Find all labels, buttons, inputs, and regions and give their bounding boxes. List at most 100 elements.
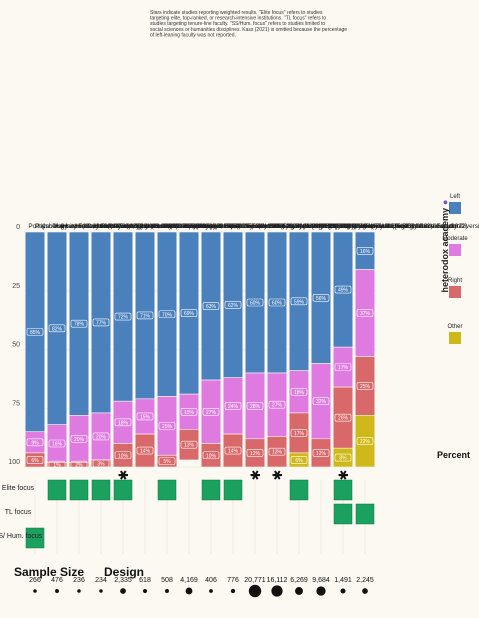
data-label-box (312, 293, 330, 302)
data-label-box (356, 382, 374, 390)
design-row-label: SS/ Hum. focus (0, 533, 43, 540)
data-label-box (202, 302, 220, 310)
bar-segment-other (354, 414, 376, 468)
data-label-moderate: 16% (52, 442, 63, 448)
data-label-right: 2% (75, 463, 83, 469)
data-label-right: 26% (338, 416, 349, 422)
study-label-line: (Florida Dept. of Education, 2022) (372, 223, 468, 230)
sample-size-dot (33, 589, 37, 593)
legend-label: Right (448, 278, 462, 284)
sample-size-value: 236 (73, 577, 85, 584)
sample-size-dot (77, 589, 81, 593)
sample-size-dot (271, 585, 283, 597)
bar-segment-right (200, 443, 222, 468)
data-label-box (26, 328, 44, 336)
data-label-box (224, 446, 242, 455)
design-cell-elite (223, 479, 243, 501)
data-label-left: 16% (360, 249, 371, 255)
data-label-box (312, 397, 330, 405)
design-cell-elite (289, 479, 309, 501)
data-label-box (180, 407, 198, 416)
data-label-box (92, 432, 110, 441)
study-label-line: (Eagan et al. [HERI], 2014) (280, 223, 357, 230)
axis-tick-label: 0 (16, 224, 20, 231)
design-row-label: TL focus (5, 509, 32, 516)
study-label-line: Harvard Faculty of Arts and Sciences 202… (54, 223, 198, 230)
bar-segment-other (332, 447, 354, 468)
data-label-box (136, 446, 154, 455)
sample-size-value: 234 (95, 577, 107, 584)
axis-tick-label: 100 (8, 459, 20, 466)
data-label-moderate: 20% (96, 434, 107, 440)
sample-size-dot (165, 589, 169, 593)
study-label-line: (Honeycutt et al. [FIRE], 2022) (346, 223, 432, 230)
data-label-moderate: 24% (228, 404, 239, 410)
data-label-box (26, 456, 44, 464)
percent-axis: 0 25 50 75 100 (8, 224, 20, 466)
data-label-box (290, 429, 308, 437)
data-label-box (268, 400, 286, 409)
study-label-line: Approach (189, 223, 217, 230)
data-label-left: 82% (52, 326, 63, 332)
data-label-box (48, 324, 66, 333)
legend-swatch-left (449, 202, 461, 214)
design-cell-elite (157, 479, 177, 501)
study-label-line: The HERI Faculty Survey 2016-2017 (252, 223, 357, 230)
data-label-box (246, 402, 264, 410)
sample-size-dot (142, 588, 148, 594)
sample-size-dot (340, 588, 346, 594)
sample-size-dot (295, 587, 303, 595)
data-label-left: 49% (338, 288, 349, 294)
data-label-right: 5% (163, 459, 171, 465)
data-label-right: 13% (272, 450, 283, 456)
sample-size-dot (185, 587, 193, 595)
sample-size-value: 406 (205, 577, 217, 584)
sample-size-value: 6,269 (290, 577, 308, 584)
sample-size-value: 266 (29, 577, 41, 584)
design-cell-elite (333, 479, 353, 501)
study-label-line: (Honeycutt [FIRE], 2024) (302, 223, 373, 230)
data-label-box (334, 285, 352, 294)
legend-label: Other (447, 324, 462, 330)
data-label-moderate: 15% (140, 414, 151, 420)
data-label-left: 56% (316, 296, 327, 302)
bar-segment-right (178, 429, 200, 461)
data-label-box (290, 297, 308, 306)
study-label-line: Harvard Faculty of Arts and Sciences 202… (76, 223, 220, 230)
stacked-bars: 85% 9% 6% 82% 16% 1% 78% 20% 2% 77% 20% 3% 72% 18% 10%… (24, 231, 376, 480)
data-label-moderate: 20% (74, 437, 85, 443)
data-label-other: 8% (339, 456, 347, 462)
data-label-box (70, 319, 88, 328)
study-label-line: (Harvard Crimson, 2025) (214, 223, 284, 230)
data-label-left: 59% (294, 299, 305, 305)
study-label-line: Ideology in the Classroom (120, 223, 194, 230)
data-label-moderate: 27% (206, 410, 217, 416)
design-cell-elite (201, 479, 221, 501)
data-label-box (92, 459, 110, 468)
study-label-line: Harvard Faculty of Arts and Sciences 202… (164, 223, 308, 230)
legend-swatch-other (449, 332, 461, 344)
data-label-box (290, 456, 308, 464)
footnote: Stars indicate studies reporting weighte… (150, 10, 347, 38)
data-label-box (312, 449, 330, 457)
brand-dot: ● (440, 200, 450, 205)
study-label-line: The 2024 FIRE Faculty Survey Report (296, 223, 405, 230)
bar-segment-right (244, 438, 266, 468)
study-label-line: (HERI, 2024) (328, 223, 365, 230)
data-label-moderate: 9% (31, 440, 39, 446)
data-label-left: 70% (162, 312, 173, 318)
sample-size-value: 618 (139, 577, 151, 584)
data-label-right: 3% (97, 461, 105, 467)
sample-size-value: 1,491 (334, 577, 352, 584)
legend-swatch-moderate (449, 244, 461, 256)
data-label-box (92, 318, 110, 327)
study-label-line: (Harvard Crimson, 2024) (170, 223, 240, 230)
design-title: Design (104, 565, 144, 579)
data-label-moderate: 37% (360, 311, 371, 317)
data-label-box (136, 311, 154, 320)
sample-size-value: 508 (161, 577, 173, 584)
study-label-line: The 2013-2014 HERI Faculty Survey (274, 223, 379, 230)
brand-logo: heterodox academy (440, 208, 450, 293)
data-label-box (136, 412, 154, 421)
